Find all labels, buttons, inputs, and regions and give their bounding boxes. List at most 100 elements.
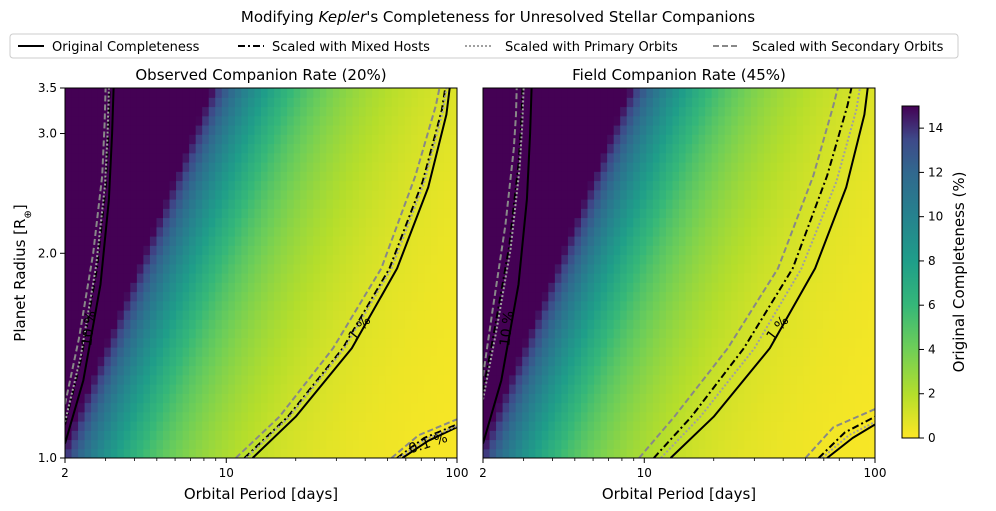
heatmap-cell xyxy=(731,430,739,441)
heatmap-cell xyxy=(842,254,850,265)
heatmap-cell xyxy=(208,365,216,376)
heatmap-cell xyxy=(234,337,242,348)
heatmap-cell xyxy=(496,273,504,283)
heatmap-cell xyxy=(561,439,569,450)
heatmap-cell xyxy=(91,291,99,302)
heatmap-cell xyxy=(790,171,798,182)
heatmap-cell xyxy=(515,134,523,145)
heatmap-cell xyxy=(711,374,719,385)
heatmap-cell xyxy=(613,189,621,200)
heatmap-cell xyxy=(528,282,536,293)
heatmap-cell xyxy=(228,189,236,200)
heatmap-cell xyxy=(515,328,523,339)
heatmap-cell xyxy=(489,421,497,431)
heatmap-cell xyxy=(816,97,824,108)
heatmap-cell xyxy=(679,291,687,302)
heatmap-cell xyxy=(633,310,641,320)
heatmap-cell xyxy=(378,421,386,431)
heatmap-cell xyxy=(287,115,295,126)
heatmap-cell xyxy=(228,171,236,182)
heatmap-cell xyxy=(633,171,641,182)
heatmap-cell xyxy=(189,439,197,450)
heatmap-cell xyxy=(202,310,210,320)
heatmap-cell xyxy=(398,430,406,441)
heatmap-cell xyxy=(385,273,393,283)
heatmap-cell xyxy=(763,291,772,302)
heatmap-cell xyxy=(372,88,380,98)
heatmap-cell xyxy=(359,430,367,441)
heatmap-cell xyxy=(600,245,608,256)
heatmap-cell xyxy=(176,254,184,265)
heatmap-cell xyxy=(829,328,837,339)
heatmap-cell xyxy=(803,421,811,431)
heatmap-cell xyxy=(600,97,608,108)
heatmap-cell xyxy=(613,384,621,394)
heatmap-cell xyxy=(809,356,817,367)
heatmap-cell xyxy=(149,189,158,200)
colorbar-tick-label: 12 xyxy=(928,165,943,179)
heatmap-cell xyxy=(391,430,399,441)
heatmap-cell xyxy=(280,180,288,191)
heatmap-cell xyxy=(345,393,354,404)
heatmap-cell xyxy=(71,282,79,293)
heatmap-cell xyxy=(326,365,334,376)
heatmap-cell xyxy=(770,115,778,126)
heatmap-cell xyxy=(574,245,582,256)
heatmap-cell xyxy=(404,310,412,320)
heatmap-cell xyxy=(443,347,452,357)
heatmap-cell xyxy=(796,180,804,191)
heatmap-cell xyxy=(261,448,269,458)
heatmap-cell xyxy=(261,384,269,394)
heatmap-cell xyxy=(313,134,321,145)
heatmap-cell xyxy=(535,254,543,265)
heatmap-cell xyxy=(652,236,660,246)
heatmap-cell xyxy=(796,263,804,274)
heatmap-cell xyxy=(783,88,791,98)
heatmap-cell xyxy=(117,421,125,431)
heatmap-cell xyxy=(783,384,791,394)
heatmap-cell xyxy=(633,162,641,172)
heatmap-cell xyxy=(731,208,739,219)
heatmap-cell xyxy=(117,402,125,413)
heatmap-cell xyxy=(737,430,745,441)
heatmap-cell xyxy=(195,263,203,274)
heatmap-cell xyxy=(613,347,621,357)
heatmap-cell xyxy=(345,402,354,413)
heatmap-cell xyxy=(78,310,86,320)
heatmap-cell xyxy=(437,448,445,458)
heatmap-cell xyxy=(234,152,242,163)
heatmap-cell xyxy=(502,411,510,422)
heatmap-cell xyxy=(496,217,504,228)
heatmap-cell xyxy=(143,245,151,256)
heatmap-cell xyxy=(672,439,680,450)
heatmap-cell xyxy=(385,97,393,108)
heatmap-cell xyxy=(496,143,504,154)
heatmap-cell xyxy=(724,356,732,367)
heatmap-cell xyxy=(65,208,73,219)
heatmap-cell xyxy=(489,106,497,117)
heatmap-cell xyxy=(613,421,621,431)
heatmap-cell xyxy=(587,254,595,265)
heatmap-cell xyxy=(385,152,393,163)
heatmap-cell xyxy=(770,189,778,200)
heatmap-cell xyxy=(130,365,138,376)
heatmap-cell xyxy=(750,143,758,154)
heatmap-cell xyxy=(65,448,73,458)
heatmap-cell xyxy=(783,448,791,458)
heatmap-cell xyxy=(711,282,719,293)
heatmap-cell xyxy=(378,310,386,320)
heatmap-cell xyxy=(123,97,131,108)
heatmap-cell xyxy=(796,162,804,172)
heatmap-cell xyxy=(221,263,229,274)
heatmap-cell xyxy=(247,254,256,265)
heatmap-cell xyxy=(659,180,667,191)
heatmap-cell xyxy=(835,143,843,154)
heatmap-cell xyxy=(861,347,870,357)
heatmap-cell xyxy=(522,134,530,145)
heatmap-cell xyxy=(613,134,621,145)
heatmap-cell xyxy=(855,97,863,108)
heatmap-cell xyxy=(195,199,203,209)
heatmap-cell xyxy=(665,374,674,385)
heatmap-cell xyxy=(254,347,262,357)
heatmap-cell xyxy=(117,226,125,237)
